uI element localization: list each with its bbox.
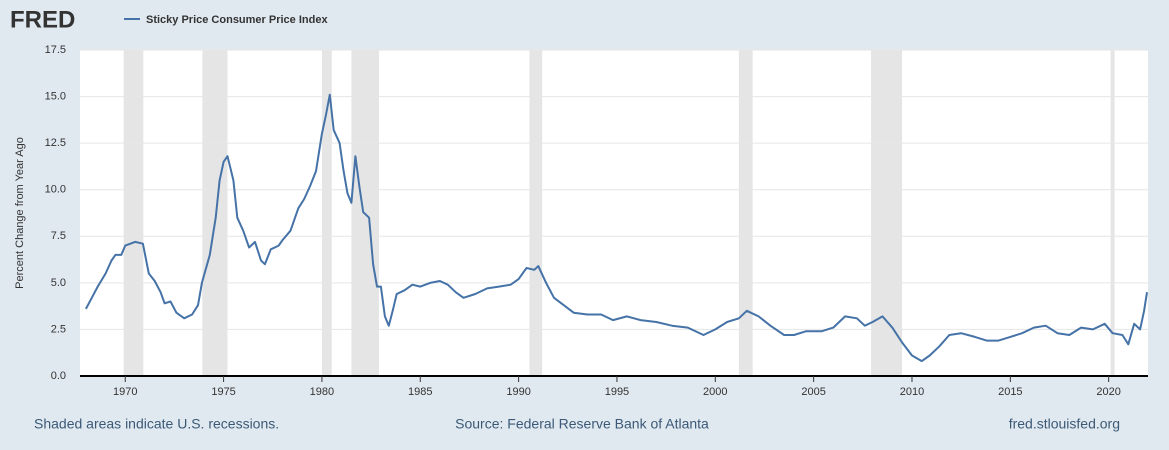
x-tick-label: 2015 [998,386,1022,398]
x-tick-label: 1975 [211,386,235,398]
x-tick-label: 1980 [310,386,334,398]
x-tick-label: 2010 [900,386,924,398]
y-tick-label: 5.0 [51,277,66,289]
recession-band [202,50,228,376]
logo: FRED [10,6,75,33]
source: Source: Federal Reserve Bank of Atlanta [455,416,709,432]
recession-note: Shaded areas indicate U.S. recessions. [34,416,279,432]
recession-band [1110,50,1115,376]
y-tick-label: 2.5 [51,323,66,335]
x-tick-label: 1995 [605,386,629,398]
y-axis-label: Percent Change from Year Ago [14,137,26,289]
recession-band [529,50,543,376]
site: fred.stlouisfed.org [1009,416,1120,432]
recession-band [123,50,144,376]
y-tick-label: 17.5 [45,44,66,56]
x-tick-label: 2005 [801,386,825,398]
plot-area [80,50,1148,376]
y-tick-label: 0.0 [51,370,66,382]
y-tick-label: 12.5 [45,137,66,149]
recession-band [321,50,332,376]
recession-band [871,50,903,376]
recession-band [738,50,753,376]
series-line [85,93,1148,363]
y-tick-label: 7.5 [51,230,66,242]
x-tick-label: 1970 [113,386,137,398]
x-tick-label: 1990 [506,386,530,398]
x-tick-label: 2000 [703,386,727,398]
x-tick-label: 1985 [408,386,432,398]
x-tick-label: 2020 [1096,386,1120,398]
y-tick-label: 10.0 [45,184,66,196]
y-tick-label: 15.0 [45,90,66,102]
legend-label: Sticky Price Consumer Price Index [146,14,328,26]
